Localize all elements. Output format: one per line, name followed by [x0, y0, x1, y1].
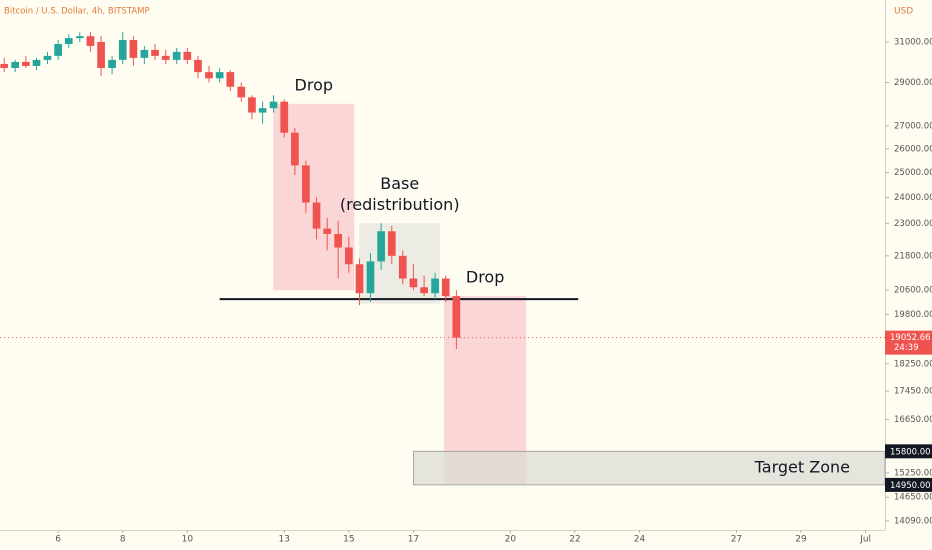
candle-body: [11, 61, 20, 69]
y-tick-label: 14650.00: [894, 493, 932, 503]
candle-body: [280, 101, 289, 133]
candle-body: [269, 101, 278, 109]
candle-body: [431, 278, 439, 294]
candle-body: [323, 228, 332, 234]
y-tick-label: 23000.00: [894, 219, 932, 229]
candle-body: [398, 255, 407, 279]
last-price-box: [885, 330, 932, 355]
zone-label: Drop: [295, 75, 334, 94]
zone-label: Target Zone: [754, 458, 850, 477]
candle-body: [215, 72, 224, 79]
y-tick-label: 31000.00: [894, 38, 932, 48]
x-tick-label: 15: [343, 535, 354, 545]
zone: [273, 103, 355, 291]
currency: USD: [894, 7, 913, 17]
price-marker: [885, 477, 932, 492]
y-tick-label: 20600.00: [894, 286, 932, 296]
zone-label: Drop: [466, 268, 505, 287]
candle-body: [194, 59, 202, 73]
y-tick-label: 18250.00: [894, 359, 932, 369]
candle-body: [387, 231, 396, 256]
candle-body: [420, 287, 428, 294]
x-tick-label: Jul: [859, 535, 871, 545]
candle-body: [452, 296, 461, 338]
candle-body: [248, 97, 256, 113]
candle-body: [43, 55, 52, 60]
candle-body: [75, 36, 84, 39]
candle-body: [118, 40, 127, 60]
candle-body: [129, 40, 138, 58]
candle-body: [172, 51, 181, 60]
candle-body: [237, 86, 246, 98]
y-tick-label: 14090.00: [894, 516, 932, 526]
y-tick-label: 16650.00: [894, 415, 932, 425]
candle-body: [441, 278, 450, 297]
candle-body: [302, 165, 310, 203]
candle-body: [183, 51, 192, 60]
candle-body: [108, 59, 116, 69]
candle-body: [205, 72, 213, 79]
y-tick-label: 24000.00: [894, 193, 932, 203]
x-tick-label: 24: [634, 535, 646, 545]
candle-body: [344, 247, 353, 265]
candle-body: [64, 38, 73, 44]
last-price-label: 19052.66: [890, 333, 931, 343]
price-marker-label: 15800.00: [890, 447, 931, 457]
y-tick-label: 25000.00: [894, 168, 932, 178]
price-marker-label: 14950.00: [890, 481, 931, 491]
zone-label: (redistribution): [340, 195, 460, 214]
x-tick-label: 20: [505, 535, 517, 545]
zone: [413, 450, 886, 486]
candle-body: [334, 233, 343, 248]
candle-body: [355, 264, 364, 294]
countdown: 24:39: [894, 343, 919, 353]
zone-label: Base: [380, 174, 419, 193]
price-marker: [885, 444, 932, 459]
candle-body: [291, 132, 299, 166]
candle-body: [86, 36, 95, 46]
y-tick-label: 29000.00: [894, 78, 932, 88]
candle-body: [161, 55, 170, 60]
y-tick-label: 19800.00: [894, 310, 932, 320]
x-tick-label: 6: [55, 535, 61, 545]
candle-body: [140, 49, 149, 58]
y-tick-label: 17450.00: [894, 386, 932, 396]
y-tick-label: 15250.00: [894, 468, 932, 478]
candle-body: [377, 231, 385, 262]
x-tick-label: 17: [408, 535, 419, 545]
candle-body: [32, 59, 41, 66]
candle-body: [226, 72, 235, 87]
y-tick-label: 21800.00: [894, 251, 932, 261]
x-tick-label: 8: [120, 535, 126, 545]
candle-body: [258, 108, 267, 113]
candle-body: [54, 43, 62, 56]
x-tick-label: 10: [182, 535, 194, 545]
candle-body: [151, 49, 159, 56]
candle-body: [312, 202, 321, 229]
y-tick-label: 27000.00: [894, 121, 932, 131]
y-tick-label: 26000.00: [894, 144, 932, 154]
candle-body: [21, 61, 30, 66]
candle-body: [366, 261, 375, 294]
x-tick-label: 13: [279, 535, 290, 545]
x-tick-label: 29: [795, 535, 807, 545]
candle-body: [97, 42, 105, 69]
candle-body: [0, 63, 9, 69]
x-tick-label: 27: [731, 535, 742, 545]
candle-body: [409, 278, 418, 288]
x-tick-label: 22: [569, 535, 580, 545]
chart-title: Bitcoin / U.S. Dollar, 4h, BITSTAMP: [4, 7, 150, 17]
